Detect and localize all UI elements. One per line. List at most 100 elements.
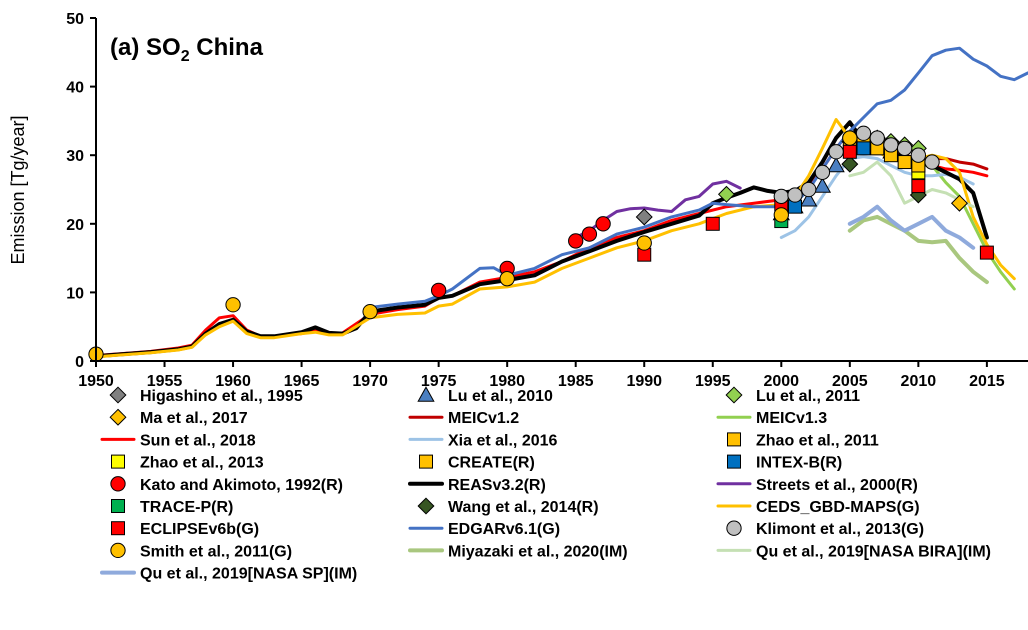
- data-point-klimont-et-al-2013-g: [787, 187, 803, 203]
- y-tick-label: 40: [66, 80, 84, 97]
- legend-item-ma-et-al-2017: Ma et al., 2017: [109, 408, 248, 427]
- data-point-klimont-et-al-2013-g: [773, 188, 789, 205]
- legend: Higashino et al., 1995 Lu et al., 2010 Lu …: [100, 386, 991, 583]
- data-point-wang-et-al-2014-r: [841, 155, 859, 173]
- data-point-smith-et-al-2011-g: [362, 303, 378, 320]
- data-point-smith-et-al-2011-g: [499, 271, 515, 287]
- legend-item-lu-et-al-2011: Lu et al., 2011: [725, 386, 860, 405]
- legend-item-edgarv6-1-g: EDGARv6.1(G): [408, 521, 560, 538]
- series-line-edgarv6-1-g: [368, 46, 1028, 309]
- x-tick-label: 1950: [78, 373, 114, 390]
- legend-item-qu-et-al-2019-nasa-sp-im: Qu et al., 2019[NASA SP](IM): [100, 566, 357, 583]
- data-point-eclipsev6b-g: [842, 144, 857, 159]
- legend-swatch: [727, 454, 741, 469]
- legend-label: Higashino et al., 1995: [140, 388, 303, 405]
- y-tick-label: 10: [66, 285, 84, 302]
- legend-label: ECLIPSEv6b(G): [140, 521, 259, 538]
- y-tick-label: 0: [75, 354, 84, 371]
- x-tick-label: 2015: [969, 373, 1005, 390]
- data-point-higashino-et-al-1995: [635, 208, 653, 226]
- title-subscript: 2: [181, 48, 190, 65]
- legend-item-sun-et-al-2018: Sun et al., 2018: [100, 432, 256, 449]
- legend-swatch: [726, 520, 742, 536]
- legend-label: CREATE(R): [448, 455, 535, 472]
- legend-item-meicv1-2: MEICv1.2: [408, 410, 519, 427]
- data-point-klimont-et-al-2013-g: [828, 144, 844, 160]
- legend-label: TRACE-P(R): [140, 499, 233, 516]
- legend-item-reasv3-2-r: REASv3.2(R): [408, 477, 546, 494]
- data-point-smith-et-al-2011-g: [225, 297, 241, 313]
- legend-item-zhao-et-al-2013: Zhao et al., 2013: [111, 454, 264, 472]
- data-point-ma-et-al-2017: [950, 194, 968, 212]
- legend-label: Smith et al., 2011(G): [140, 543, 292, 560]
- x-tick-label: 1975: [421, 373, 457, 390]
- legend-label: Lu et al., 2011: [756, 388, 860, 405]
- legend-swatch: [419, 454, 433, 469]
- title-main: (a) SO: [110, 34, 181, 61]
- legend-item-zhao-et-al-2011: Zhao et al., 2011: [727, 432, 879, 449]
- x-tick-label: 2005: [832, 373, 868, 390]
- data-point-klimont-et-al-2013-g: [910, 147, 927, 163]
- data-point-zhao-et-al-2011: [897, 155, 912, 170]
- data-point-kato-and-akimoto-1992-r: [568, 233, 584, 249]
- legend-swatch: [110, 476, 126, 492]
- legend-swatch: [417, 497, 435, 515]
- data-point-intex-b-r: [856, 141, 871, 156]
- x-tick-label: 2010: [901, 373, 937, 390]
- data-point-lu-et-al-2010: [813, 177, 832, 193]
- x-tick-label: 1990: [626, 373, 662, 390]
- y-axis-label: Emission [Tg/year]: [8, 115, 28, 264]
- legend-label: REASv3.2(R): [448, 477, 546, 494]
- x-tick-label: 2000: [763, 373, 799, 390]
- legend-label: MEICv1.3: [756, 410, 827, 427]
- legend-label: Zhao et al., 2011: [756, 432, 879, 449]
- legend-label: CEDS_GBD-MAPS(G): [756, 499, 920, 516]
- data-point-lu-et-al-2010: [827, 156, 845, 173]
- legend-item-higashino-et-al-1995: Higashino et al., 1995: [109, 386, 303, 405]
- legend-label: Klimont et al., 2013(G): [756, 521, 924, 538]
- x-tick-label: 1980: [489, 373, 525, 390]
- legend-label: Lu et al., 2010: [448, 388, 553, 405]
- legend-label: MEICv1.2: [448, 410, 519, 427]
- data-point-lu-et-al-2011: [717, 185, 735, 203]
- legend-swatch: [417, 386, 435, 402]
- series-line-qu-et-al-2019-nasa-bira-im: [848, 160, 975, 209]
- legend-item-lu-et-al-2010: Lu et al., 2010: [417, 386, 553, 405]
- legend-item-miyazaki-et-al-2020-im: Miyazaki et al., 2020(IM): [408, 543, 628, 560]
- data-point-kato-and-akimoto-1992-r: [430, 282, 447, 298]
- legend-swatch: [111, 521, 125, 536]
- y-tick-label: 50: [66, 11, 84, 28]
- legend-item-streets-et-al-2000-r: Streets et al., 2000(R): [716, 477, 918, 494]
- series-line-xia-et-al-2016: [779, 155, 975, 239]
- data-point-smith-et-al-2011-g: [773, 207, 789, 223]
- legend-label: Miyazaki et al., 2020(IM): [448, 543, 628, 560]
- legend-label: Streets et al., 2000(R): [756, 477, 918, 494]
- plot-markers: [88, 125, 994, 362]
- legend-item-wang-et-al-2014-r: Wang et al., 2014(R): [417, 497, 599, 516]
- legend-item-xia-et-al-2016: Xia et al., 2016: [408, 432, 558, 449]
- data-point-eclipsev6b-g: [979, 245, 994, 260]
- data-point-smith-et-al-2011-g: [842, 130, 858, 146]
- legend-label: Qu et al., 2019[NASA SP](IM): [140, 566, 357, 583]
- legend-label: Xia et al., 2016: [448, 432, 558, 449]
- legend-label: Kato and Akimoto, 1992(R): [140, 477, 343, 494]
- legend-item-ceds-gbd-maps-g: CEDS_GBD-MAPS(G): [716, 499, 920, 516]
- legend-item-eclipsev6b-g: ECLIPSEv6b(G): [111, 521, 259, 538]
- y-tick-label: 30: [66, 148, 84, 165]
- legend-label: Sun et al., 2018: [140, 432, 256, 449]
- legend-item-trace-p-r: TRACE-P(R): [111, 499, 233, 516]
- legend-item-qu-et-al-2019-nasa-bira-im: Qu et al., 2019[NASA BIRA](IM): [716, 543, 991, 560]
- data-point-klimont-et-al-2013-g: [883, 137, 899, 153]
- legend-swatch: [109, 386, 127, 404]
- legend-item-create-r: CREATE(R): [419, 454, 535, 472]
- legend-label: Qu et al., 2019[NASA BIRA](IM): [756, 543, 991, 560]
- legend-swatch: [111, 499, 125, 513]
- data-point-eclipsev6b-g: [911, 179, 926, 194]
- legend-label: Wang et al., 2014(R): [448, 499, 599, 516]
- data-point-klimont-et-al-2013-g: [869, 130, 885, 146]
- legend-item-smith-et-al-2011-g: Smith et al., 2011(G): [110, 542, 292, 560]
- legend-label: Ma et al., 2017: [140, 410, 248, 427]
- legend-swatch: [725, 386, 743, 404]
- x-tick-label: 1970: [352, 373, 388, 390]
